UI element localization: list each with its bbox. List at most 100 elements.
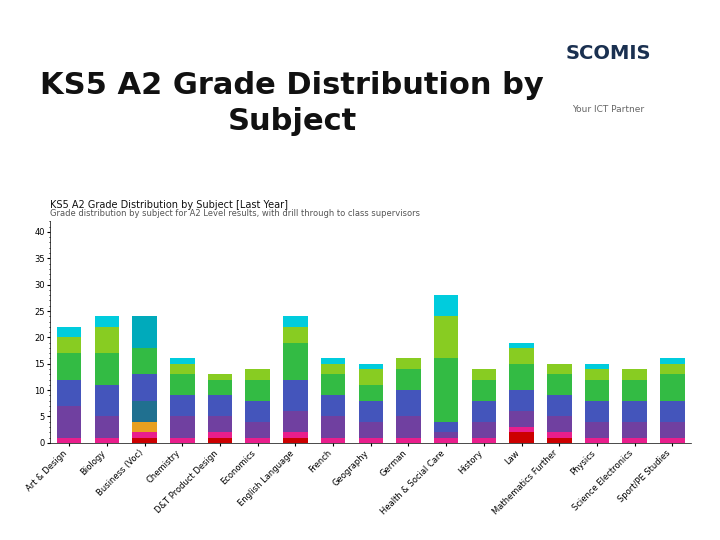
Bar — [57, 353, 81, 380]
Bar — [208, 374, 233, 380]
Bar — [321, 395, 346, 416]
Bar — [283, 316, 307, 327]
Bar — [622, 369, 647, 380]
Bar — [359, 364, 383, 369]
Bar — [660, 437, 685, 443]
Bar — [132, 374, 157, 401]
Bar — [585, 422, 609, 437]
Bar — [170, 359, 194, 364]
Bar — [283, 437, 307, 443]
Bar — [132, 401, 157, 422]
Bar — [509, 364, 534, 390]
Bar — [170, 364, 194, 374]
Bar — [472, 401, 496, 422]
Bar — [434, 437, 459, 443]
Bar — [95, 385, 120, 416]
Bar — [660, 401, 685, 422]
Bar — [660, 422, 685, 437]
Bar — [359, 437, 383, 443]
Bar — [321, 364, 346, 374]
Bar — [359, 385, 383, 401]
Bar — [95, 353, 120, 385]
Bar — [208, 380, 233, 395]
Bar — [95, 327, 120, 353]
Text: Your ICT Partner: Your ICT Partner — [572, 105, 644, 114]
Bar — [283, 380, 307, 411]
Bar — [622, 380, 647, 401]
Bar — [208, 395, 233, 416]
Bar — [509, 432, 534, 443]
Bar — [509, 390, 534, 411]
Bar — [585, 369, 609, 380]
Bar — [246, 437, 270, 443]
Bar — [95, 416, 120, 437]
Bar — [132, 316, 157, 348]
Bar — [434, 295, 459, 316]
Bar — [246, 380, 270, 401]
Bar — [547, 437, 572, 443]
Bar — [472, 380, 496, 401]
Bar — [509, 411, 534, 427]
Bar — [246, 422, 270, 437]
Bar — [208, 437, 233, 443]
Bar — [434, 359, 459, 422]
Bar — [283, 411, 307, 432]
Bar — [396, 359, 420, 369]
Bar — [208, 416, 233, 432]
Bar — [547, 364, 572, 374]
Bar — [547, 432, 572, 437]
Text: SCOMIS: SCOMIS — [566, 44, 651, 63]
Bar — [283, 343, 307, 380]
Bar — [547, 395, 572, 416]
Bar — [434, 316, 459, 359]
Bar — [585, 380, 609, 401]
Bar — [585, 364, 609, 369]
Bar — [321, 359, 346, 364]
Bar — [321, 437, 346, 443]
Bar — [321, 416, 346, 437]
Bar — [434, 432, 459, 437]
Bar — [170, 437, 194, 443]
Bar — [622, 422, 647, 437]
Bar — [246, 369, 270, 380]
Bar — [57, 437, 81, 443]
Bar — [396, 416, 420, 437]
Text: KS5 A2 Grade Distribution by
Subject: KS5 A2 Grade Distribution by Subject — [40, 71, 544, 136]
Bar — [547, 374, 572, 395]
Bar — [622, 401, 647, 422]
Bar — [57, 338, 81, 353]
Bar — [57, 327, 81, 338]
Bar — [132, 348, 157, 374]
Text: KS5 A2 Grade Distribution by Subject [Last Year]: KS5 A2 Grade Distribution by Subject [La… — [50, 199, 289, 210]
Bar — [321, 374, 346, 395]
Bar — [170, 416, 194, 437]
Bar — [396, 369, 420, 390]
Bar — [509, 348, 534, 364]
Text: Grade distribution by subject for A2 Level results, with drill through to class : Grade distribution by subject for A2 Lev… — [50, 209, 420, 218]
Bar — [170, 374, 194, 395]
Bar — [359, 422, 383, 437]
Bar — [622, 437, 647, 443]
Bar — [472, 369, 496, 380]
Bar — [208, 432, 233, 437]
Bar — [547, 416, 572, 432]
Bar — [57, 406, 81, 437]
Bar — [660, 359, 685, 364]
Bar — [95, 437, 120, 443]
Bar — [396, 437, 420, 443]
Bar — [132, 437, 157, 443]
Bar — [660, 374, 685, 401]
Bar — [472, 437, 496, 443]
Bar — [170, 395, 194, 416]
Bar — [246, 401, 270, 422]
Bar — [283, 432, 307, 437]
Bar — [132, 432, 157, 437]
Bar — [95, 316, 120, 327]
Bar — [660, 364, 685, 374]
Bar — [359, 369, 383, 385]
Bar — [585, 401, 609, 422]
Bar — [472, 422, 496, 437]
Bar — [359, 401, 383, 422]
Bar — [283, 327, 307, 343]
Bar — [434, 422, 459, 432]
